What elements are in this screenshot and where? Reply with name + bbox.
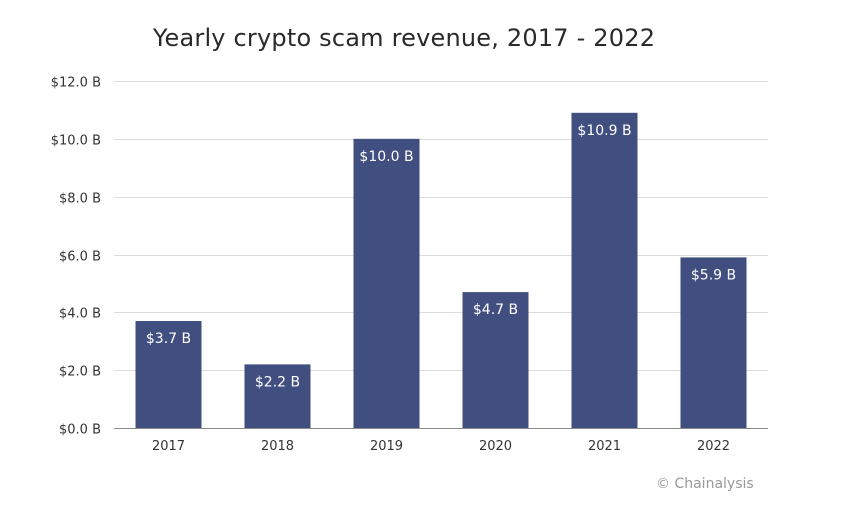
y-tick-label: $6.0 B <box>59 250 101 265</box>
data-label: $10.0 B <box>359 149 413 165</box>
x-tick-label: 2022 <box>697 439 730 454</box>
x-tick-label: 2017 <box>152 439 185 454</box>
bar-2020 <box>462 292 529 428</box>
data-label: $5.9 B <box>691 267 736 283</box>
y-tick-label: $8.0 B <box>59 192 101 207</box>
y-tick-label: $0.0 B <box>59 423 101 438</box>
data-label: $4.7 B <box>473 302 518 318</box>
bar-2017 <box>135 321 202 428</box>
y-tick-label: $12.0 B <box>51 76 101 91</box>
data-label: $2.2 B <box>255 374 300 390</box>
x-tick-label: 2021 <box>588 439 621 454</box>
source-credit: © Chainalysis <box>656 476 754 492</box>
y-tick-label: $2.0 B <box>59 365 101 380</box>
x-tick-label: 2020 <box>479 439 512 454</box>
bar-2022 <box>680 257 747 428</box>
data-label: $3.7 B <box>146 331 191 347</box>
bar-2021 <box>571 112 638 428</box>
chart-title: Yearly crypto scam revenue, 2017 - 2022 <box>152 24 656 52</box>
x-tick-label: 2018 <box>261 439 294 454</box>
bar-2019 <box>353 138 420 429</box>
y-tick-label: $10.0 B <box>51 134 101 149</box>
bar-2018 <box>244 364 311 428</box>
x-tick-label: 2019 <box>370 439 403 454</box>
data-label: $10.9 B <box>577 123 631 139</box>
y-tick-label: $4.0 B <box>59 307 101 322</box>
